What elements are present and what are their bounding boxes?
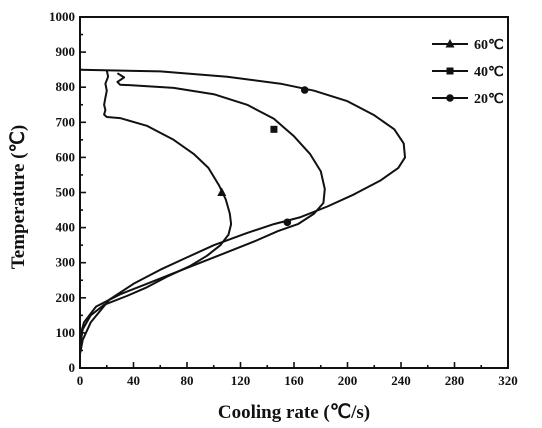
series-marker-2 [300, 86, 309, 94]
series-marker-1 [270, 125, 278, 133]
legend-marker-0 [445, 39, 455, 48]
x-tick-label: 200 [338, 373, 358, 388]
y-tick-label: 400 [56, 220, 76, 235]
y-tick-label: 100 [56, 325, 76, 340]
y-tick-label: 1000 [49, 9, 75, 24]
x-axis-title: Cooling rate (℃/s) [218, 402, 370, 423]
legend-marker-2 [446, 94, 454, 102]
x-tick-label: 160 [284, 373, 304, 388]
plot-area [79, 68, 406, 355]
legend-label-2: 20℃ [474, 92, 504, 107]
y-axis-title: Temperature (℃) [8, 125, 29, 269]
y-tick-label: 0 [69, 360, 76, 375]
series-line-0 [79, 70, 233, 348]
x-tick-label: 120 [231, 373, 251, 388]
legend-label-0: 60℃ [474, 38, 504, 53]
y-tick-label: 600 [56, 149, 76, 164]
y-tick-label: 500 [56, 185, 76, 200]
y-tick-label: 800 [56, 79, 76, 94]
axes: 0 100 200 300 400 500 600 700 800 900 1000 0 40 80 120… [49, 9, 518, 388]
y-tick-label: 900 [56, 44, 76, 59]
x-tick-label: 280 [445, 373, 465, 388]
y-tick-label: 300 [56, 255, 76, 270]
x-tick-label: 320 [498, 373, 518, 388]
y-tick-label: 200 [56, 290, 76, 305]
series-line-1 [79, 72, 326, 337]
series-marker-0 [217, 187, 227, 196]
series-line-2 [79, 68, 406, 355]
legend-marker-1 [446, 67, 454, 75]
legend-label-1: 40℃ [474, 65, 504, 80]
series-marker-2 [283, 218, 292, 227]
plot-frame [79, 16, 509, 369]
x-tick-label: 80 [181, 373, 194, 388]
y-tick-label: 700 [56, 114, 76, 129]
x-tick-label: 240 [391, 373, 411, 388]
x-tick-label: 0 [77, 373, 84, 388]
x-tick-label: 40 [127, 373, 140, 388]
legend: 60℃ 40℃ 20℃ [432, 38, 504, 107]
